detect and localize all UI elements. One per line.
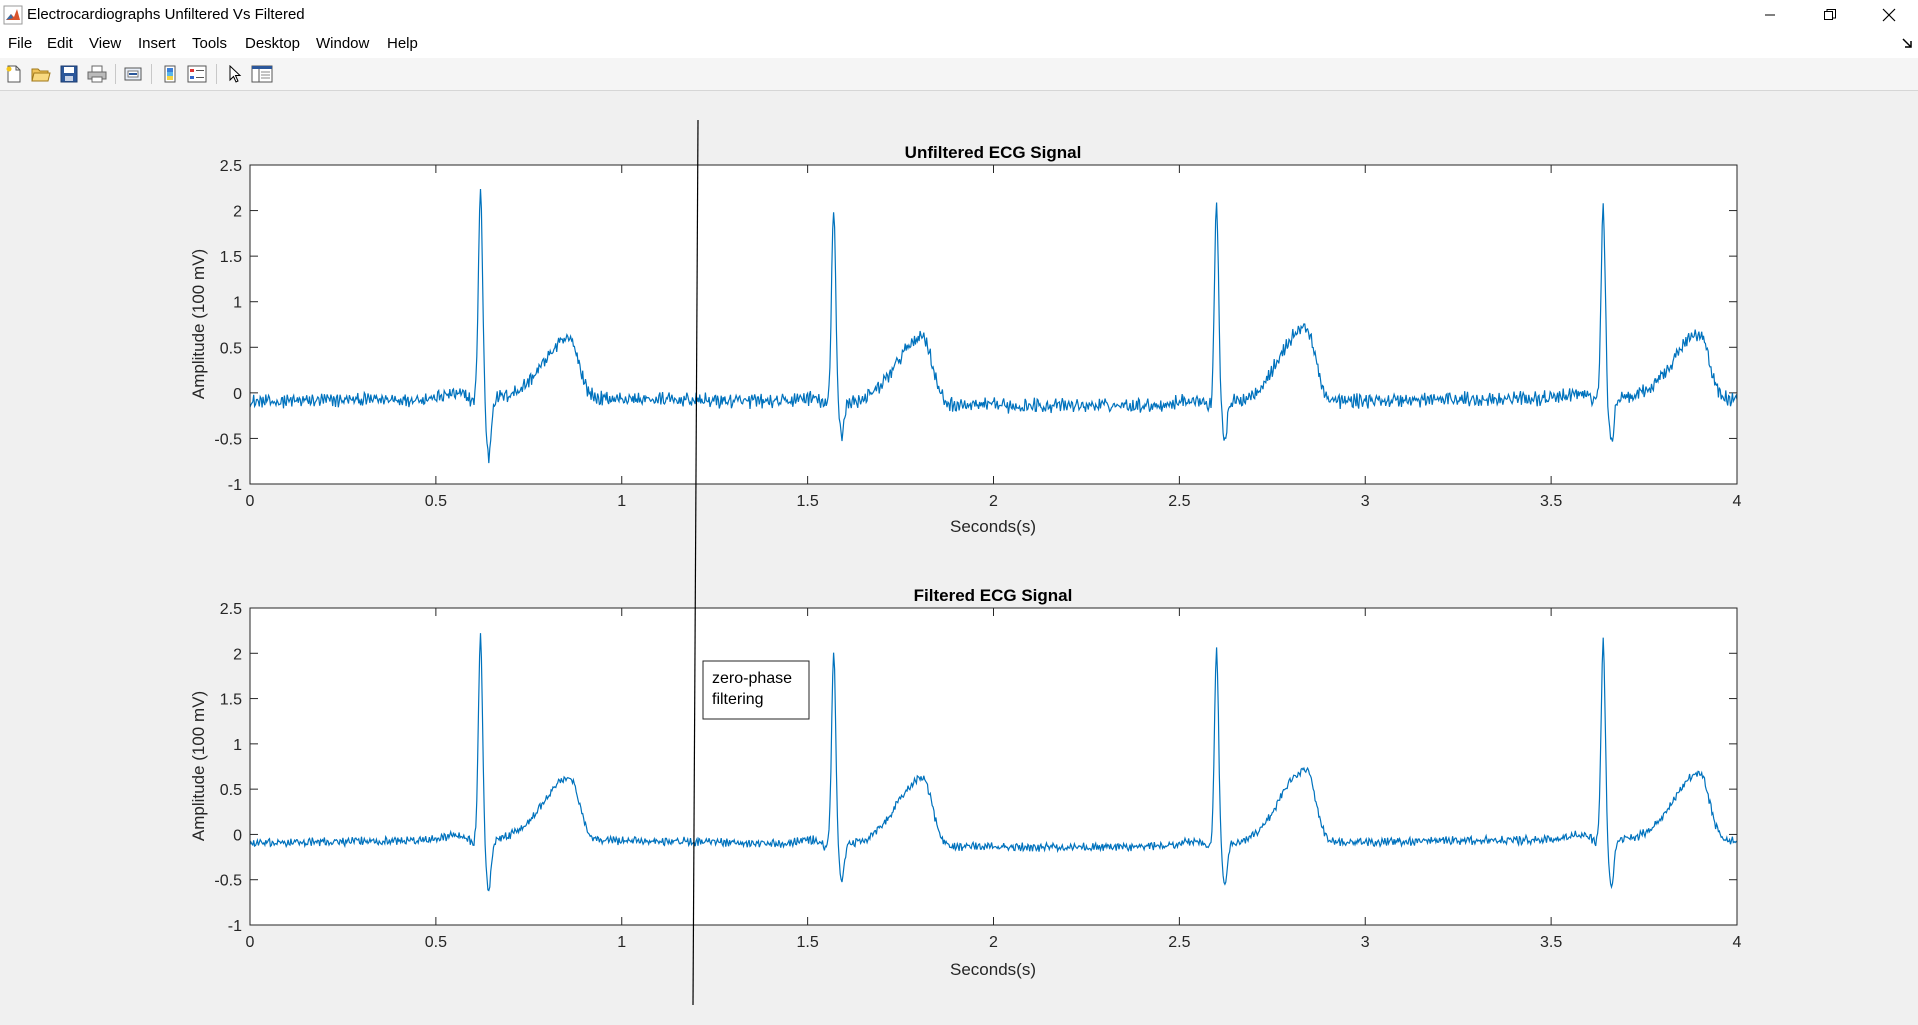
figure-canvas: 0 0.5 1 1.5 2 2.5 3 3.5 4 -1 -0.5 0 0.5 1 1.5 2 2.5 Unfi…	[0, 91, 1918, 1020]
y-tick-label: 1.5	[220, 692, 242, 709]
x-tick-label: 0	[246, 934, 255, 951]
filtered-ecg-axes[interactable]: 0 0.5 1 1.5 2 2.5 3 3.5 4 -1 -0.5 0 0.5 1 1.5 2 2.5 Filt…	[189, 586, 1742, 979]
y-tick-label: 2.5	[220, 601, 242, 618]
y-tick-label: -0.5	[214, 431, 242, 448]
y-axis-label: Amplitude (100 mV)	[189, 249, 208, 399]
menu-desktop[interactable]: Desktop	[245, 35, 301, 52]
open-file-button[interactable]	[29, 63, 53, 85]
axes-box	[249, 607, 1738, 926]
x-axis-label: Seconds(s)	[950, 960, 1036, 979]
toolbar-separator	[151, 64, 152, 84]
link-plot-button[interactable]	[121, 63, 145, 85]
annotation-line-text: filtering	[712, 691, 764, 708]
new-figure-button[interactable]	[2, 63, 26, 85]
axes-ticks: 0 0.5 1 1.5 2 2.5 3 3.5 4 -1 -0.5 0 0.5 1 1.5 2 2.5	[214, 158, 1741, 510]
dock-arrow-icon[interactable]	[1900, 36, 1914, 50]
menu-help[interactable]: Help	[387, 35, 418, 52]
x-tick-label: 1	[617, 493, 626, 510]
edit-plot-button[interactable]	[222, 63, 246, 85]
x-tick-label: 1.5	[797, 934, 819, 951]
minimize-button[interactable]	[1747, 0, 1793, 30]
toolbar-separator	[115, 64, 116, 84]
y-tick-label: 2	[233, 204, 242, 221]
y-tick-label: 1	[233, 737, 242, 754]
menu-view[interactable]: View	[89, 35, 122, 52]
x-tick-label: 3.5	[1540, 493, 1562, 510]
open-file-icon	[31, 68, 51, 82]
chart-title: Filtered ECG Signal	[914, 586, 1073, 605]
toolbar-separator	[216, 64, 217, 84]
axes-ticks: 0 0.5 1 1.5 2 2.5 3 3.5 4 -1 -0.5 0 0.5 1 1.5 2 2.5	[214, 601, 1741, 951]
matlab-logo-icon	[3, 5, 23, 25]
print-button[interactable]	[85, 63, 109, 85]
x-tick-label: 4	[1733, 934, 1742, 951]
chart-title: Unfiltered ECG Signal	[905, 143, 1082, 162]
x-tick-label: 3	[1361, 493, 1370, 510]
annotation-text: zero-phase filtering	[712, 670, 792, 708]
minimize-icon	[1765, 14, 1775, 16]
x-tick-label: 2	[989, 934, 998, 951]
menu-window[interactable]: Window	[316, 35, 370, 52]
save-button[interactable]	[57, 63, 81, 85]
axes-background	[250, 165, 1737, 484]
menu-edit[interactable]: Edit	[47, 35, 73, 52]
colorbar-icon	[164, 65, 176, 83]
property-inspector-button[interactable]	[250, 63, 274, 85]
x-tick-label: 0	[246, 493, 255, 510]
annotation-textbox[interactable]: zero-phase filtering	[702, 660, 810, 720]
annotation-line-text: zero-phase	[712, 670, 792, 687]
y-tick-label: 0.5	[220, 782, 242, 799]
close-button[interactable]	[1866, 0, 1912, 30]
x-tick-label: 3	[1361, 934, 1370, 951]
save-icon	[60, 65, 78, 83]
insert-colorbar-button[interactable]	[158, 63, 182, 85]
y-tick-label: -0.5	[214, 873, 242, 890]
figure-svg: 0 0.5 1 1.5 2 2.5 3 3.5 4 -1 -0.5 0 0.5 1 1.5 2 2.5 Unfi…	[189, 119, 1742, 1006]
window-title: Electrocardiographs Unfiltered Vs Filter…	[27, 6, 305, 23]
close-icon	[1882, 8, 1896, 22]
insert-legend-button[interactable]	[185, 63, 209, 85]
y-tick-label: -1	[228, 477, 242, 494]
x-axis-label: Seconds(s)	[950, 517, 1036, 536]
restore-icon	[1824, 9, 1836, 20]
unfiltered-ecg-line[interactable]	[249, 188, 1738, 464]
restore-button[interactable]	[1807, 0, 1853, 30]
x-tick-label: 1.5	[797, 493, 819, 510]
filtered-ecg-line[interactable]	[249, 633, 1738, 892]
figure-toolbar	[0, 58, 1918, 91]
menu-file[interactable]: File	[8, 35, 33, 52]
y-tick-label: 2	[233, 646, 242, 663]
y-tick-label: 1.5	[220, 249, 242, 266]
x-tick-label: 2	[989, 493, 998, 510]
title-bar: Electrocardiographs Unfiltered Vs Filter…	[0, 0, 1918, 30]
y-axis-label: Amplitude (100 mV)	[189, 691, 208, 841]
legend-icon	[187, 65, 207, 83]
unfiltered-ecg-axes[interactable]: 0 0.5 1 1.5 2 2.5 3 3.5 4 -1 -0.5 0 0.5 1 1.5 2 2.5 Unfi…	[189, 143, 1742, 536]
edit-plot-icon	[229, 65, 242, 83]
x-tick-label: 3.5	[1540, 934, 1562, 951]
axes-background	[250, 608, 1737, 925]
annotation-box	[702, 660, 810, 720]
print-icon	[87, 65, 107, 83]
x-tick-label: 0.5	[425, 934, 447, 951]
y-tick-label: 0	[233, 827, 242, 844]
menu-insert[interactable]: Insert	[138, 35, 176, 52]
axes-box	[249, 164, 1738, 485]
menu-bar: File Edit View Insert Tools Desktop Wind…	[0, 30, 1918, 58]
x-tick-label: 0.5	[425, 493, 447, 510]
new-figure-icon	[6, 65, 21, 83]
menu-tools[interactable]: Tools	[192, 35, 228, 52]
x-tick-label: 4	[1733, 493, 1742, 510]
link-plot-icon	[124, 67, 142, 81]
x-tick-label: 1	[617, 934, 626, 951]
x-tick-label: 2.5	[1168, 934, 1190, 951]
y-tick-label: 0.5	[220, 340, 242, 357]
x-tick-label: 2.5	[1168, 493, 1190, 510]
y-tick-label: -1	[228, 918, 242, 935]
y-tick-label: 2.5	[220, 158, 242, 175]
annotation-line[interactable]	[692, 119, 699, 1006]
y-tick-label: 0	[233, 386, 242, 403]
property-inspector-icon	[251, 65, 273, 83]
y-tick-label: 1	[233, 295, 242, 312]
